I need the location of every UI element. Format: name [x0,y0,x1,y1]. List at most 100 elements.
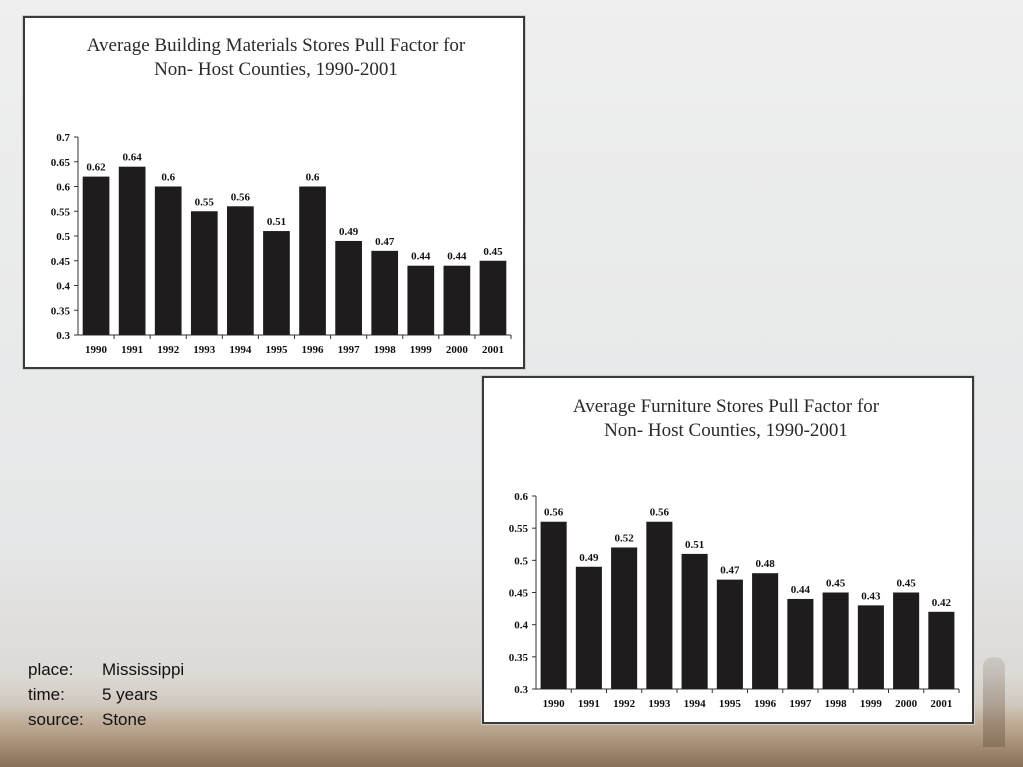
caption-place: place: Mississippi [28,657,184,682]
bar-1990 [82,176,110,335]
y-tick-label: 0.55 [51,206,71,218]
chart-title-line: Average Furniture Stores Pull Factor for [573,396,880,417]
y-tick-label: 0.35 [51,305,71,317]
y-tick-label: 0.35 [509,652,529,664]
chart-title-line: Non- Host Counties, 1990-2001 [154,59,398,80]
data-label-1995: 0.47 [720,565,740,577]
x-tick-label-1997: 1997 [338,344,361,356]
bar-1997 [335,240,362,335]
x-tick-label-1998: 1998 [825,698,848,710]
y-tick-label: 0.6 [514,491,528,503]
data-label-1996: 0.6 [306,172,320,184]
x-tick-label-2000: 2000 [446,344,469,356]
x-tick-label-1994: 1994 [229,344,252,356]
bar-1999 [407,265,435,335]
bar-1990 [540,521,567,689]
y-tick-label: 0.4 [56,281,70,293]
data-label-2000: 0.45 [897,578,917,590]
data-label-1997: 0.49 [339,226,359,238]
building-materials-chart-svg: Average Building Materials Stores Pull F… [51,35,512,356]
caption-time-key: time: [28,685,65,704]
x-tick-label-1993: 1993 [648,698,671,710]
data-label-1995: 0.51 [267,216,286,228]
building-materials-chart: Average Building Materials Stores Pull F… [23,16,525,369]
y-tick-label: 0.5 [514,555,528,567]
bar-1991 [118,166,146,335]
chart-title-line: Average Building Materials Stores Pull F… [87,35,466,56]
data-label-1990: 0.62 [86,162,106,174]
y-tick-label: 0.4 [514,620,528,632]
x-tick-label-1992: 1992 [157,344,180,356]
caption-source-key: source: [28,710,84,729]
bar-1994 [681,553,708,689]
x-tick-label-2000: 2000 [895,698,918,710]
x-tick-label-1996: 1996 [754,698,777,710]
bar-2001 [928,611,955,689]
y-tick-label: 0.65 [51,157,71,169]
bar-2000 [443,265,471,335]
x-tick-label-1995: 1995 [719,698,742,710]
x-tick-label-1998: 1998 [374,344,397,356]
data-label-1997: 0.44 [791,584,811,596]
data-label-1994: 0.51 [685,539,704,551]
data-label-1991: 0.64 [123,152,143,164]
bar-1993 [190,211,218,335]
data-label-1999: 0.44 [411,251,431,263]
bar-1995 [716,579,743,689]
x-tick-label-2001: 2001 [482,344,504,356]
bar-1999 [857,605,884,689]
bar-1998 [822,592,849,689]
data-label-1992: 0.6 [161,172,175,184]
x-tick-label-1997: 1997 [789,698,812,710]
y-tick-label: 0.3 [514,684,528,696]
data-label-1993: 0.56 [650,507,670,519]
caption-block: place: Mississippi time: 5 years source:… [28,657,184,732]
data-label-1998: 0.45 [826,578,846,590]
x-tick-label-1995: 1995 [265,344,288,356]
bar-1991 [575,566,602,689]
bar-1996 [299,186,326,335]
x-tick-label-1994: 1994 [684,698,707,710]
data-label-2001: 0.45 [483,246,503,258]
data-label-2000: 0.44 [447,251,467,263]
y-tick-label: 0.45 [51,256,71,268]
x-tick-label-1991: 1991 [578,698,600,710]
data-label-1991: 0.49 [579,552,599,564]
x-tick-label-2001: 2001 [930,698,952,710]
background-tower [983,657,1005,747]
x-tick-label-1999: 1999 [410,344,433,356]
caption-source-value: Stone [102,710,147,729]
data-label-1993: 0.55 [195,196,215,208]
x-tick-label-1990: 1990 [85,344,108,356]
y-tick-label: 0.6 [56,182,70,194]
data-label-1990: 0.56 [544,507,564,519]
data-label-1992: 0.52 [615,532,635,544]
bar-1992 [611,547,638,689]
x-tick-label-1999: 1999 [860,698,883,710]
x-tick-label-1990: 1990 [543,698,566,710]
bar-1998 [371,250,399,335]
data-label-2001: 0.42 [932,597,952,609]
caption-time-value: 5 years [102,685,158,704]
caption-time: time: 5 years [28,682,184,707]
bar-1994 [227,206,254,335]
caption-place-key: place: [28,660,74,679]
y-tick-label: 0.55 [509,523,529,535]
y-tick-label: 0.5 [56,231,70,243]
data-label-1994: 0.56 [231,191,251,203]
x-tick-label-1993: 1993 [193,344,216,356]
bar-1997 [787,598,814,689]
y-tick-label: 0.7 [56,132,70,144]
bar-2000 [893,592,920,689]
caption-source: source: Stone [28,707,184,732]
data-label-1998: 0.47 [375,236,395,248]
bar-1995 [263,231,290,335]
y-tick-label: 0.45 [509,588,529,600]
x-tick-label-1991: 1991 [121,344,143,356]
x-tick-label-1996: 1996 [302,344,325,356]
x-tick-label-1992: 1992 [613,698,636,710]
data-label-1999: 0.43 [861,590,881,602]
y-tick-label: 0.3 [56,330,70,342]
bar-1993 [646,521,673,689]
data-label-1996: 0.48 [756,558,776,570]
